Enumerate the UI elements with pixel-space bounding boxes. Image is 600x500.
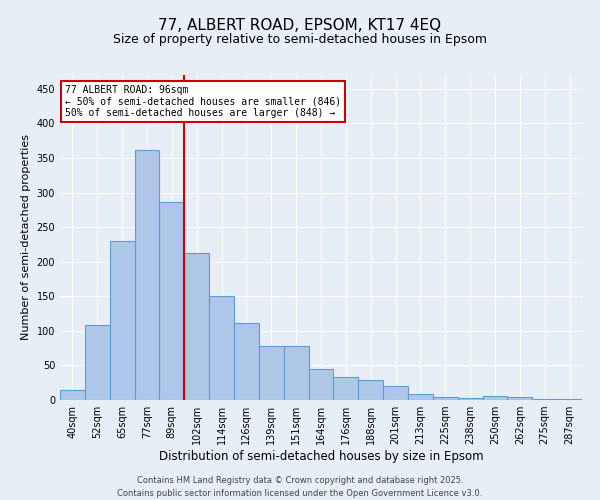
Y-axis label: Number of semi-detached properties: Number of semi-detached properties xyxy=(21,134,31,340)
Bar xyxy=(458,398,482,400)
Bar xyxy=(160,202,184,400)
Bar xyxy=(358,380,383,400)
Bar xyxy=(433,396,458,400)
Bar xyxy=(60,390,85,400)
Text: 77 ALBERT ROAD: 96sqm
← 50% of semi-detached houses are smaller (846)
50% of sem: 77 ALBERT ROAD: 96sqm ← 50% of semi-deta… xyxy=(65,84,341,118)
Bar xyxy=(482,396,508,400)
Bar xyxy=(259,346,284,400)
Bar xyxy=(209,296,234,400)
Bar xyxy=(234,323,259,400)
Bar xyxy=(184,252,209,400)
Bar xyxy=(110,241,134,400)
Bar xyxy=(532,398,557,400)
Text: 77, ALBERT ROAD, EPSOM, KT17 4EQ: 77, ALBERT ROAD, EPSOM, KT17 4EQ xyxy=(158,18,442,32)
Bar xyxy=(508,396,532,400)
Text: Size of property relative to semi-detached houses in Epsom: Size of property relative to semi-detach… xyxy=(113,32,487,46)
Text: Contains HM Land Registry data © Crown copyright and database right 2025.
Contai: Contains HM Land Registry data © Crown c… xyxy=(118,476,482,498)
Bar xyxy=(334,377,358,400)
Bar xyxy=(308,369,334,400)
Bar xyxy=(85,326,110,400)
Bar xyxy=(383,386,408,400)
Bar xyxy=(408,394,433,400)
Bar xyxy=(134,150,160,400)
Bar xyxy=(284,346,308,400)
X-axis label: Distribution of semi-detached houses by size in Epsom: Distribution of semi-detached houses by … xyxy=(158,450,484,463)
